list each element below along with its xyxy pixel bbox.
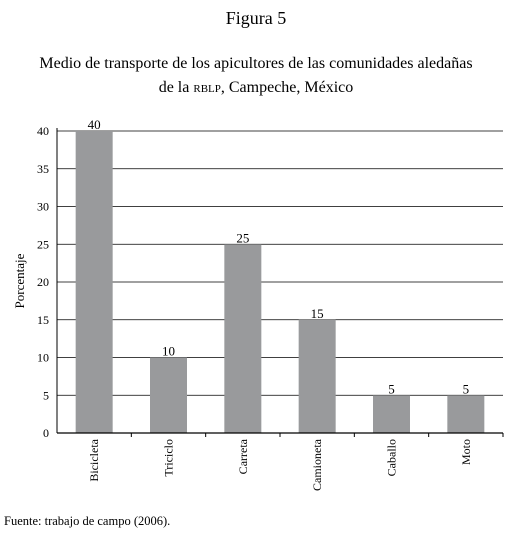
chart-title: Medio de transporte de los apicultores d…	[0, 52, 512, 100]
tick-labels: 0 5 10 15 20 25 30 35 40 Bicicleta Triciclo Carreta…	[37, 124, 473, 491]
y-tick-label-5: 5	[43, 388, 49, 402]
y-tick-label-30: 30	[37, 200, 49, 214]
bar-2	[224, 244, 262, 433]
x-category-label-4: Caballo	[385, 439, 399, 476]
y-axis-label: Porcentaje	[12, 253, 27, 308]
x-category-label-1: Triciclo	[162, 439, 176, 477]
bar-5	[447, 395, 485, 433]
figure-label: Figura 5	[225, 8, 287, 28]
x-category-label-3: Camioneta	[310, 438, 324, 491]
y-tick-label-10: 10	[37, 351, 49, 365]
title-line-2-post: , Campeche, México	[220, 79, 354, 96]
data-label-5: 5	[463, 381, 470, 396]
x-category-label-0: Bicicleta	[87, 438, 101, 481]
data-label-3: 15	[311, 306, 324, 321]
y-tick-label-25: 25	[37, 237, 49, 251]
x-category-label-5: Moto	[459, 439, 473, 465]
y-tick-label-35: 35	[37, 162, 49, 176]
data-label-1: 10	[162, 344, 175, 359]
data-labels: 40 10 25 15 5 5	[88, 117, 469, 396]
bar-chart: 0 5 10 15 20 25 30 35 40 Bicicleta Triciclo Carreta…	[12, 117, 504, 491]
bar-3	[298, 319, 336, 433]
title-line-2-pre: de la	[158, 79, 190, 96]
y-tick-label-40: 40	[37, 124, 49, 138]
y-tick-label-20: 20	[37, 275, 49, 289]
bar-0	[75, 131, 113, 433]
data-label-2: 25	[236, 230, 249, 245]
title-acronym: RBLP	[193, 79, 221, 96]
source-note: Fuente: trabajo de campo (2006).	[4, 514, 171, 528]
x-category-label-2: Carreta	[236, 438, 250, 474]
grid-lines	[57, 130, 503, 396]
y-tick-label-0: 0	[43, 426, 49, 440]
y-tick-label-15: 15	[37, 313, 49, 327]
data-label-0: 40	[88, 117, 101, 132]
axes	[56, 128, 504, 437]
bar-4	[373, 395, 410, 433]
bar-1	[150, 357, 187, 433]
data-label-4: 5	[388, 381, 395, 396]
bars	[75, 131, 485, 433]
title-line-1: Medio de transporte de los apicultores d…	[39, 55, 473, 72]
